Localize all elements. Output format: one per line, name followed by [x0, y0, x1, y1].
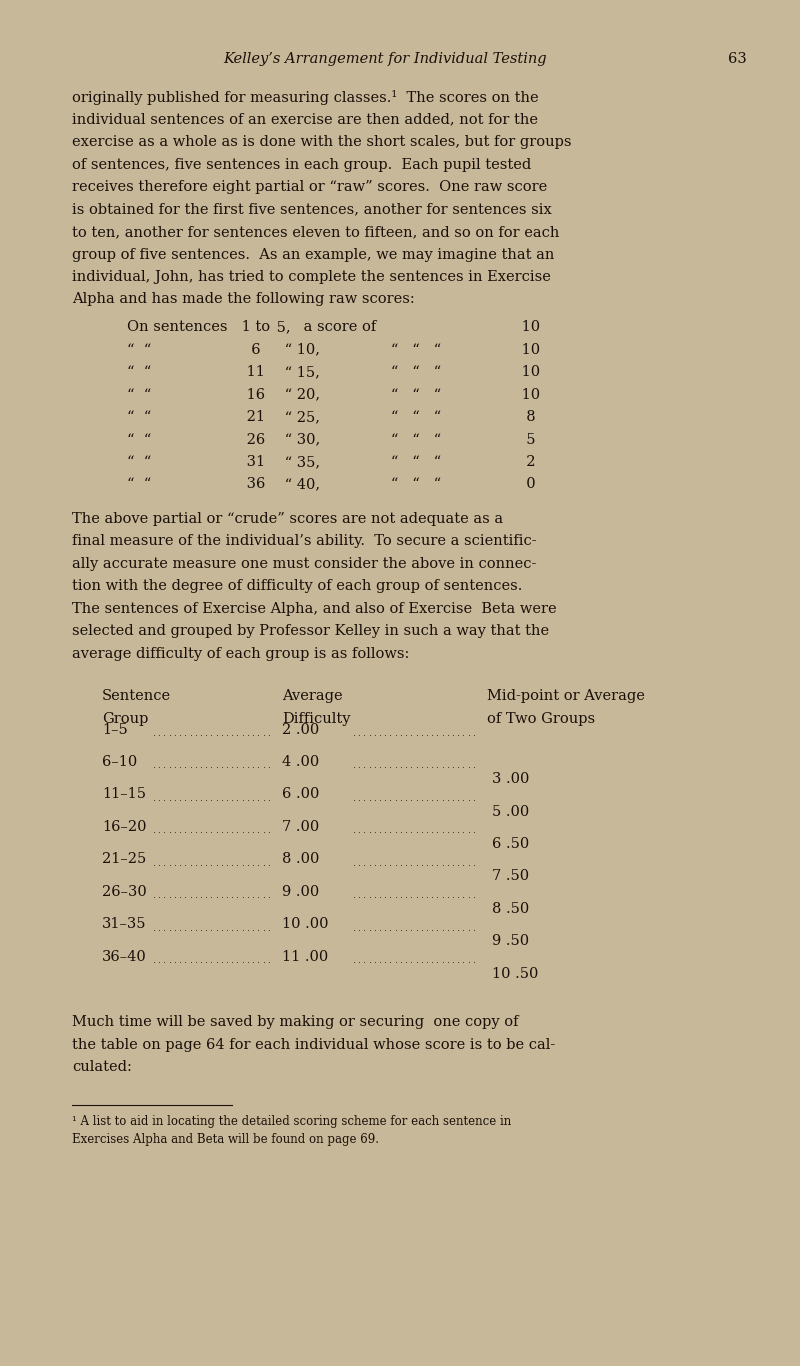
- Text: of Two Groups: of Two Groups: [487, 712, 595, 725]
- Text: 8 .00: 8 .00: [282, 852, 319, 866]
- Text: tion with the degree of difficulty of each group of sentences.: tion with the degree of difficulty of ea…: [72, 579, 522, 593]
- Text: 6 .00: 6 .00: [282, 787, 319, 802]
- Text: culated:: culated:: [72, 1060, 132, 1074]
- Text: “  “: “ “: [127, 455, 151, 469]
- Text: The sentences of Exercise Alpha, and also of Exercise  Beta were: The sentences of Exercise Alpha, and als…: [72, 602, 557, 616]
- Text: Kelley’s Arrangement for Individual Testing: Kelley’s Arrangement for Individual Test…: [223, 52, 547, 66]
- Text: 31: 31: [242, 455, 265, 469]
- Text: 11: 11: [242, 365, 265, 378]
- Text: 11 .00: 11 .00: [282, 949, 328, 964]
- Text: ally accurate measure one must consider the above in connec-: ally accurate measure one must consider …: [72, 557, 536, 571]
- Text: 10: 10: [517, 388, 540, 402]
- Text: 16–20: 16–20: [102, 820, 146, 833]
- Text: “   “   “: “ “ “: [377, 478, 441, 492]
- Text: “   “   “: “ “ “: [377, 410, 441, 423]
- Text: of sentences, five sentences in each group.  Each pupil tested: of sentences, five sentences in each gro…: [72, 157, 531, 172]
- Text: 16: 16: [242, 388, 265, 402]
- Text: 26: 26: [242, 433, 266, 447]
- Text: average difficulty of each group is as follows:: average difficulty of each group is as f…: [72, 647, 410, 661]
- Text: 6–10: 6–10: [102, 755, 138, 769]
- Text: exercise as a whole as is done with the short scales, but for groups: exercise as a whole as is done with the …: [72, 135, 571, 149]
- Text: 21–25: 21–25: [102, 852, 146, 866]
- Text: Alpha and has made the following raw scores:: Alpha and has made the following raw sco…: [72, 292, 414, 306]
- Text: 31–35: 31–35: [102, 918, 146, 932]
- Text: 1 to: 1 to: [237, 320, 270, 335]
- Text: 2: 2: [517, 455, 535, 469]
- Text: 10: 10: [517, 343, 540, 357]
- Text: “   “   “: “ “ “: [377, 388, 441, 402]
- Text: the table on page 64 for each individual whose score is to be cal-: the table on page 64 for each individual…: [72, 1038, 555, 1052]
- Text: final measure of the individual’s ability.  To secure a scientific-: final measure of the individual’s abilit…: [72, 534, 537, 549]
- Text: group of five sentences.  As an example, we may imagine that an: group of five sentences. As an example, …: [72, 247, 554, 261]
- Text: 36–40: 36–40: [102, 949, 146, 964]
- Text: “ 40,: “ 40,: [280, 478, 320, 492]
- Text: ¹ A list to aid in locating the detailed scoring scheme for each sentence in: ¹ A list to aid in locating the detailed…: [72, 1115, 511, 1128]
- Text: “ 30,: “ 30,: [280, 433, 320, 447]
- Text: 5,: 5,: [272, 320, 290, 335]
- Text: 4 .00: 4 .00: [282, 755, 319, 769]
- Text: 6: 6: [242, 343, 261, 357]
- Text: 3 .00: 3 .00: [492, 772, 530, 785]
- Text: 8 .50: 8 .50: [492, 902, 530, 915]
- Text: Much time will be saved by making or securing  one copy of: Much time will be saved by making or sec…: [72, 1015, 518, 1029]
- Text: 11–15: 11–15: [102, 787, 146, 802]
- Text: 5 .00: 5 .00: [492, 805, 530, 818]
- Text: “ 35,: “ 35,: [280, 455, 320, 469]
- Text: “ 10,: “ 10,: [280, 343, 320, 357]
- Text: 2 .00: 2 .00: [282, 723, 319, 736]
- Text: On sentences: On sentences: [127, 320, 227, 335]
- Text: is obtained for the first five sentences, another for sentences six: is obtained for the first five sentences…: [72, 202, 552, 216]
- Text: “   “   “: “ “ “: [377, 365, 441, 378]
- Text: The above partial or “crude” scores are not adequate as a: The above partial or “crude” scores are …: [72, 512, 503, 526]
- Text: 21: 21: [242, 410, 265, 423]
- Text: Mid-point or Average: Mid-point or Average: [487, 690, 645, 703]
- Text: “  “: “ “: [127, 410, 151, 423]
- Text: Average: Average: [282, 690, 342, 703]
- Text: “   “   “: “ “ “: [377, 433, 441, 447]
- Text: selected and grouped by Professor Kelley in such a way that the: selected and grouped by Professor Kelley…: [72, 624, 549, 638]
- Text: 5: 5: [517, 433, 535, 447]
- Text: 9 .50: 9 .50: [492, 934, 529, 948]
- Text: 10: 10: [517, 320, 540, 335]
- Text: “  “: “ “: [127, 388, 151, 402]
- Text: Sentence: Sentence: [102, 690, 171, 703]
- Text: “  “: “ “: [127, 343, 151, 357]
- Text: 10 .00: 10 .00: [282, 918, 329, 932]
- Text: “ 25,: “ 25,: [280, 410, 320, 423]
- Text: “  “: “ “: [127, 478, 151, 492]
- Text: “  “: “ “: [127, 433, 151, 447]
- Text: originally published for measuring classes.¹  The scores on the: originally published for measuring class…: [72, 90, 538, 105]
- Text: “   “   “: “ “ “: [377, 343, 441, 357]
- Text: Difficulty: Difficulty: [282, 712, 350, 725]
- Text: receives therefore eight partial or “raw” scores.  One raw score: receives therefore eight partial or “raw…: [72, 180, 547, 194]
- Text: 63: 63: [728, 52, 746, 66]
- Text: “ 20,: “ 20,: [280, 388, 320, 402]
- Text: to ten, another for sentences eleven to fifteen, and so on for each: to ten, another for sentences eleven to …: [72, 225, 559, 239]
- Text: 0: 0: [517, 478, 536, 492]
- Text: 6 .50: 6 .50: [492, 837, 530, 851]
- Text: 26–30: 26–30: [102, 885, 146, 899]
- Text: Group: Group: [102, 712, 148, 725]
- Text: a score of: a score of: [299, 320, 376, 335]
- Text: “   “   “: “ “ “: [377, 455, 441, 469]
- Text: 10 .50: 10 .50: [492, 967, 538, 981]
- Text: 7 .50: 7 .50: [492, 869, 529, 884]
- Text: 36: 36: [242, 478, 266, 492]
- Text: 7 .00: 7 .00: [282, 820, 319, 833]
- Text: individual, John, has tried to complete the sentences in Exercise: individual, John, has tried to complete …: [72, 270, 551, 284]
- Text: “  “: “ “: [127, 365, 151, 378]
- Text: 1–5: 1–5: [102, 723, 128, 736]
- Text: “ 15,: “ 15,: [280, 365, 320, 378]
- Text: 8: 8: [517, 410, 536, 423]
- Text: Exercises Alpha and Beta will be found on page 69.: Exercises Alpha and Beta will be found o…: [72, 1134, 379, 1146]
- Text: 9 .00: 9 .00: [282, 885, 319, 899]
- Text: individual sentences of an exercise are then added, not for the: individual sentences of an exercise are …: [72, 112, 538, 127]
- Text: 10: 10: [517, 365, 540, 378]
